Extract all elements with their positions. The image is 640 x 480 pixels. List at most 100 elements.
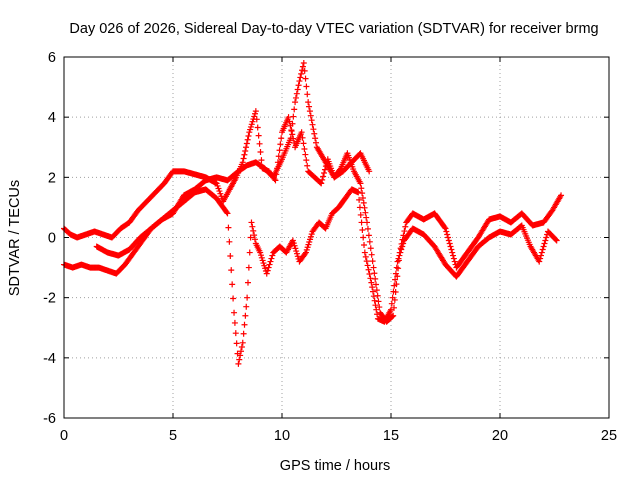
data-point — [308, 231, 315, 238]
data-point — [399, 243, 406, 250]
data-point — [272, 177, 279, 184]
data-point — [362, 209, 369, 216]
data-point — [255, 132, 262, 139]
y-tick-label: -2 — [43, 291, 56, 307]
data-point — [307, 112, 314, 119]
data-point — [299, 67, 306, 74]
data-point — [359, 195, 366, 202]
data-point — [244, 136, 251, 143]
data-point — [451, 258, 458, 265]
y-tick-label: 2 — [48, 170, 56, 186]
data-point — [359, 190, 366, 197]
data-point — [558, 192, 565, 199]
data-point — [258, 254, 265, 261]
data-point — [290, 113, 297, 120]
data-point — [393, 264, 400, 271]
data-point — [297, 74, 304, 81]
data-point — [536, 258, 543, 265]
data-point — [246, 249, 253, 256]
data-point — [388, 300, 395, 307]
data-point — [256, 140, 263, 147]
data-point — [366, 271, 373, 278]
data-point — [313, 139, 320, 146]
data-point — [264, 267, 271, 274]
y-tick-label: 6 — [48, 50, 56, 66]
data-point — [292, 245, 299, 252]
data-point — [254, 124, 261, 131]
data-point — [358, 219, 365, 226]
data-point — [445, 234, 452, 241]
data-point — [231, 319, 238, 326]
y-tick-label: -6 — [43, 411, 56, 427]
data-point — [367, 245, 374, 252]
data-point — [223, 209, 230, 216]
data-point — [247, 126, 254, 133]
data-point — [390, 288, 397, 295]
data-point — [288, 128, 295, 135]
data-point — [366, 168, 373, 175]
x-tick-label: 0 — [60, 428, 68, 444]
data-point — [244, 279, 251, 286]
data-point — [244, 294, 251, 301]
x-tick-label: 20 — [492, 428, 508, 444]
data-point — [248, 219, 255, 226]
data-point — [246, 129, 253, 136]
data-point — [540, 243, 547, 250]
data-point — [292, 94, 299, 101]
data-point — [238, 348, 245, 355]
data-point — [300, 140, 307, 147]
data-point — [303, 246, 310, 253]
data-point — [368, 279, 375, 286]
data-point — [364, 225, 371, 232]
data-point — [289, 120, 296, 127]
data-point — [265, 264, 272, 271]
data-point — [369, 284, 376, 291]
data-point — [276, 147, 283, 154]
data-point — [447, 243, 454, 250]
data-point — [267, 258, 274, 265]
data-point — [258, 252, 265, 259]
data-point — [320, 173, 327, 180]
data-point — [242, 312, 249, 319]
data-point — [278, 135, 285, 142]
data-point — [360, 234, 367, 241]
data-point — [449, 249, 456, 256]
data-point — [310, 126, 317, 133]
data-point — [298, 129, 305, 136]
data-point — [400, 240, 407, 247]
data-point — [541, 240, 548, 247]
data-point — [321, 170, 328, 177]
data-point — [241, 151, 248, 158]
data-point — [302, 151, 309, 158]
data-point — [371, 270, 378, 277]
data-point — [306, 103, 313, 110]
data-point — [225, 224, 232, 231]
x-tick-label: 5 — [169, 428, 177, 444]
data-point — [258, 157, 265, 164]
data-point — [292, 99, 299, 106]
data-point — [228, 267, 235, 274]
data-point — [295, 82, 302, 89]
data-point — [363, 214, 370, 221]
data-point — [364, 262, 371, 269]
data-point — [390, 312, 397, 319]
data-point — [299, 134, 306, 141]
data-point — [373, 281, 380, 288]
data-point — [364, 219, 371, 226]
data-point — [367, 275, 374, 282]
data-points — [61, 60, 565, 367]
data-point — [294, 253, 301, 260]
data-point — [306, 108, 313, 115]
data-point — [306, 239, 313, 246]
data-point — [251, 236, 258, 243]
data-point — [396, 252, 403, 259]
data-point — [401, 228, 408, 235]
data-point — [287, 135, 294, 142]
data-point — [301, 145, 308, 152]
data-point — [247, 123, 254, 130]
data-point — [391, 282, 398, 289]
data-point — [450, 252, 457, 259]
data-point — [363, 258, 370, 265]
data-point — [275, 153, 282, 160]
data-point — [395, 265, 402, 272]
